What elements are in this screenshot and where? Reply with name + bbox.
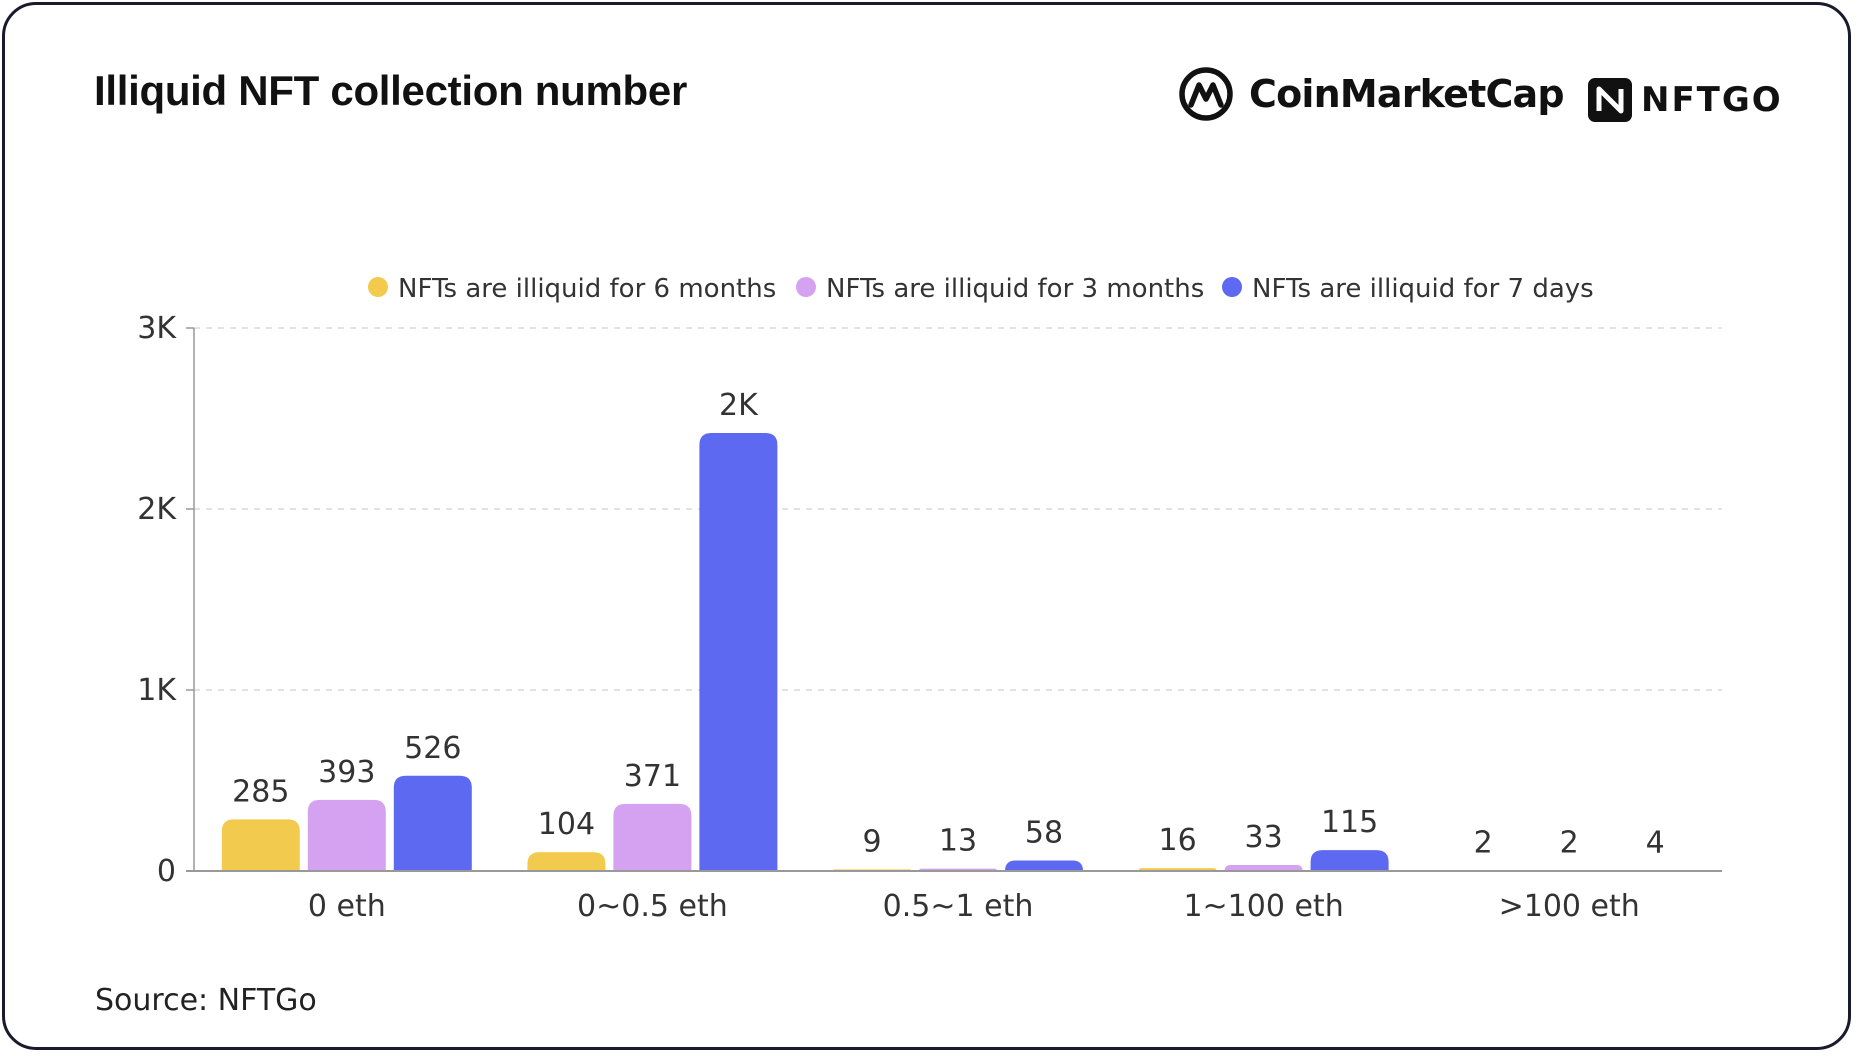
data-label: 393 bbox=[318, 755, 375, 790]
bars: 285 393 526 104 371 2K 9 13 58 16 33 115 2 2 4 bbox=[221, 388, 1695, 871]
gridlines bbox=[194, 327, 1722, 691]
nftgo-icon bbox=[1588, 78, 1632, 122]
source-note: Source: NFTGo bbox=[95, 983, 317, 1018]
data-label: 285 bbox=[232, 774, 289, 809]
data-label: 9 bbox=[862, 824, 881, 859]
x-tick-label: 0 eth bbox=[308, 889, 386, 924]
legend-label: NFTs are illiquid for 3 months bbox=[826, 274, 1204, 304]
data-label: 115 bbox=[1321, 805, 1378, 840]
bar bbox=[1310, 850, 1389, 871]
coinmarketcap-icon bbox=[1179, 67, 1233, 121]
data-label: 2K bbox=[719, 388, 759, 423]
bar bbox=[393, 775, 472, 871]
nftgo-logo: NFTGO bbox=[1587, 77, 1783, 123]
legend-marker bbox=[368, 277, 388, 297]
nftgo-label: NFTGO bbox=[1641, 80, 1783, 120]
legend-label: NFTs are illiquid for 7 days bbox=[1252, 274, 1594, 304]
y-tick-label: 3K bbox=[137, 311, 177, 346]
legend-marker bbox=[1222, 277, 1242, 297]
y-tick-label: 0 bbox=[157, 854, 176, 889]
legend-label: NFTs are illiquid for 6 months bbox=[398, 274, 776, 304]
data-label: 33 bbox=[1245, 820, 1283, 855]
x-tick-label: >100 eth bbox=[1499, 889, 1640, 924]
bar bbox=[1005, 860, 1083, 871]
x-axis: 0 eth 0~0.5 eth 0.5~1 eth 1~100 eth >100 eth bbox=[186, 870, 1722, 924]
chart-title: Illiquid NFT collection number bbox=[94, 67, 688, 114]
legend-marker bbox=[796, 277, 816, 297]
data-label: 13 bbox=[939, 824, 977, 859]
bar bbox=[307, 799, 386, 871]
coinmarketcap-logo: CoinMarketCap bbox=[1177, 65, 1565, 123]
x-tick-label: 0.5~1 eth bbox=[883, 889, 1034, 924]
data-label: 371 bbox=[624, 759, 681, 794]
coinmarketcap-label: CoinMarketCap bbox=[1249, 72, 1565, 116]
y-axis: 0 1K 2K 3K bbox=[137, 311, 195, 889]
data-label: 4 bbox=[1646, 825, 1665, 860]
y-tick-label: 2K bbox=[137, 492, 177, 527]
bar bbox=[699, 432, 778, 871]
data-label: 16 bbox=[1159, 823, 1197, 858]
legend: NFTs are illiquid for 6 months NFTs are i… bbox=[368, 274, 1594, 304]
y-tick-label: 1K bbox=[137, 673, 177, 708]
bar bbox=[527, 852, 606, 871]
data-label: 2 bbox=[1474, 826, 1493, 861]
x-tick-label: 0~0.5 eth bbox=[577, 889, 728, 924]
bar bbox=[1224, 865, 1303, 871]
data-label: 104 bbox=[538, 807, 595, 842]
bar bbox=[221, 819, 300, 871]
bar bbox=[613, 803, 692, 871]
data-label: 526 bbox=[404, 731, 461, 766]
data-label: 2 bbox=[1560, 826, 1579, 861]
data-label: 58 bbox=[1025, 816, 1063, 851]
x-tick-label: 1~100 eth bbox=[1183, 889, 1343, 924]
